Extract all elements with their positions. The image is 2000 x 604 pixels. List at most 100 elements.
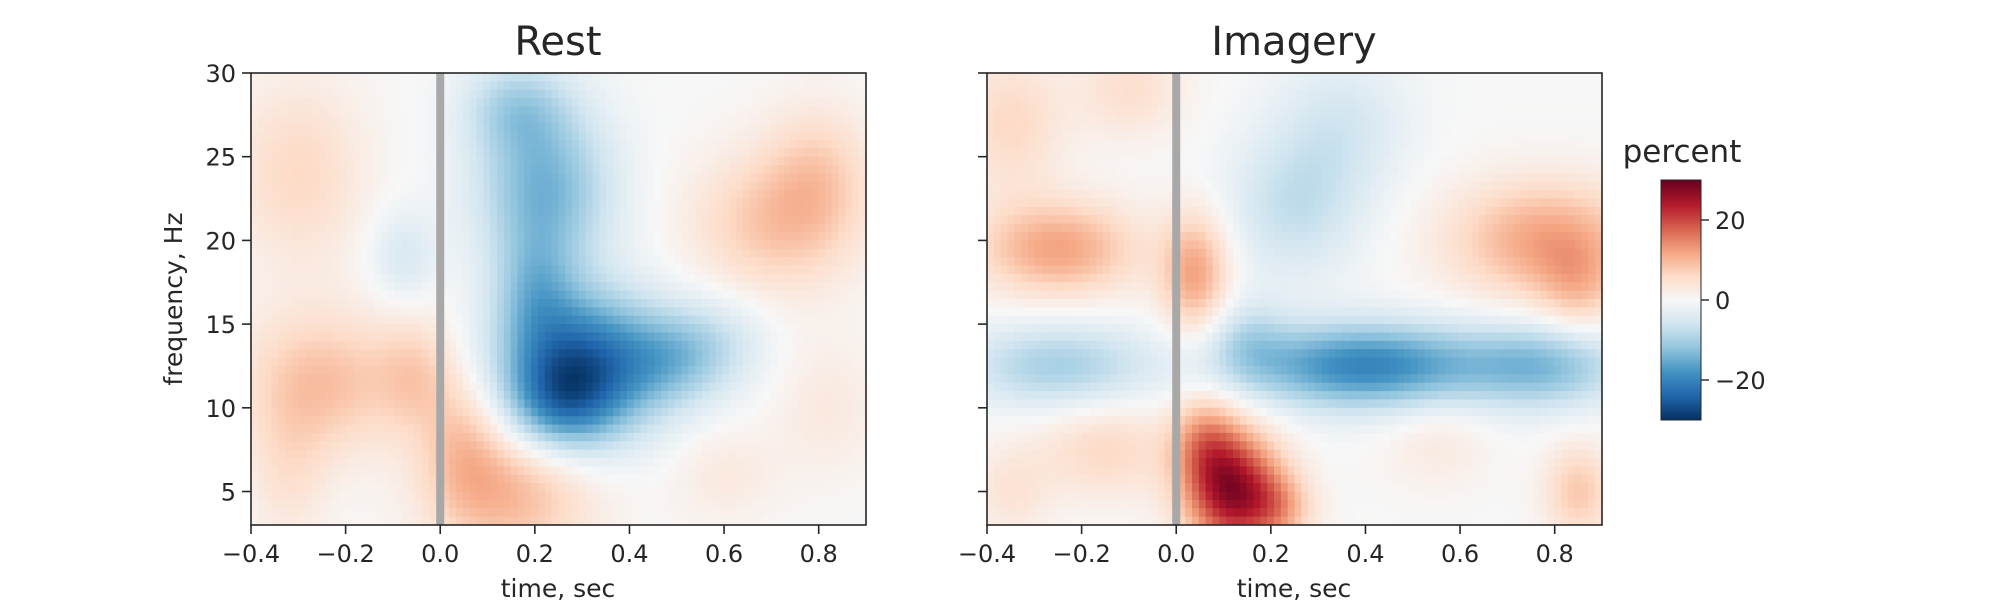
heatmap-cell	[572, 199, 579, 208]
heatmap-cell	[251, 316, 258, 325]
heatmap-cell	[716, 391, 723, 400]
heatmap-cell	[449, 215, 456, 224]
heatmap-cell	[477, 123, 484, 132]
heatmap-cell	[777, 291, 784, 300]
heatmap-cell	[784, 492, 791, 501]
heatmap-cell	[299, 132, 306, 141]
heatmap-cell	[292, 240, 299, 249]
heatmap-cell	[743, 81, 750, 90]
heatmap-cell	[408, 399, 415, 408]
heatmap-cell	[634, 391, 641, 400]
heatmap-cell	[600, 90, 607, 99]
heatmap-cell	[511, 232, 518, 241]
heatmap-cell	[627, 249, 634, 258]
heatmap-cell	[825, 165, 832, 174]
heatmap-cell	[682, 291, 689, 300]
heatmap-cell	[606, 399, 613, 408]
heatmap-cell	[504, 266, 511, 275]
heatmap-cell	[483, 508, 490, 517]
heatmap-cell	[675, 349, 682, 358]
heatmap-cell	[340, 399, 347, 408]
heatmap-cell	[518, 132, 525, 141]
heatmap-cell	[401, 282, 408, 291]
heatmap-cell	[531, 165, 538, 174]
heatmap-cell	[620, 274, 627, 283]
heatmap-cell	[852, 123, 859, 132]
heatmap-cell	[367, 466, 374, 475]
heatmap-cell	[832, 316, 839, 325]
heatmap-cell	[415, 307, 422, 316]
heatmap-cell	[333, 425, 340, 434]
heatmap-cell	[832, 215, 839, 224]
heatmap-cell	[784, 383, 791, 392]
heatmap-cell	[770, 374, 777, 383]
heatmap-cell	[682, 492, 689, 501]
heatmap-cell	[743, 157, 750, 166]
heatmap-cell	[593, 199, 600, 208]
heatmap-cell	[647, 450, 654, 459]
heatmap-cell	[1534, 73, 1541, 82]
heatmap-cell	[456, 90, 463, 99]
heatmap-cell	[347, 157, 354, 166]
heatmap-cell	[483, 441, 490, 450]
heatmap-cell	[702, 508, 709, 517]
heatmap-cell	[497, 508, 504, 517]
heatmap-cell	[360, 115, 367, 124]
heatmap-cell	[497, 199, 504, 208]
heatmap-cell	[586, 123, 593, 132]
heatmap-cell	[374, 349, 381, 358]
heatmap-cell	[422, 450, 429, 459]
heatmap-cell	[265, 266, 272, 275]
heatmap-cell	[538, 316, 545, 325]
heatmap-cell	[723, 332, 730, 341]
heatmap-cell	[401, 257, 408, 266]
heatmap-cell	[600, 475, 607, 484]
heatmap-cell	[518, 182, 525, 191]
heatmap-cell	[647, 483, 654, 492]
heatmap-cell	[258, 249, 265, 258]
heatmap-cell	[579, 106, 586, 115]
heatmap-cell	[388, 299, 395, 308]
heatmap-cell	[299, 115, 306, 124]
heatmap-cell	[647, 98, 654, 107]
heatmap-cell	[360, 399, 367, 408]
heatmap-cell	[579, 324, 586, 333]
heatmap-cell	[265, 140, 272, 149]
heatmap-cell	[449, 408, 456, 417]
heatmap-cell	[258, 282, 265, 291]
heatmap-cell	[470, 349, 477, 358]
heatmap-cell	[429, 282, 436, 291]
heatmap-cell	[620, 433, 627, 442]
heatmap-cell	[545, 416, 552, 425]
heatmap-cell	[634, 115, 641, 124]
heatmap-cell	[313, 492, 320, 501]
heatmap-cell	[723, 215, 730, 224]
heatmap-cell	[306, 299, 313, 308]
heatmap-cell	[647, 332, 654, 341]
heatmap-cell	[647, 140, 654, 149]
heatmap-cell	[333, 341, 340, 350]
heatmap-cell	[757, 399, 764, 408]
heatmap-cell	[654, 316, 661, 325]
heatmap-cell	[818, 358, 825, 367]
heatmap-cell	[811, 182, 818, 191]
heatmap-cell	[552, 358, 559, 367]
heatmap-cell	[347, 274, 354, 283]
heatmap-cell	[278, 266, 285, 275]
heatmap-cell	[538, 349, 545, 358]
heatmap-cell	[326, 383, 333, 392]
heatmap-cell	[832, 98, 839, 107]
heatmap-cell	[743, 132, 750, 141]
heatmap-cell	[647, 207, 654, 216]
heatmap-cell	[586, 492, 593, 501]
heatmap-cell	[497, 358, 504, 367]
heatmap-cell	[360, 232, 367, 241]
heatmap-cell	[299, 282, 306, 291]
heatmap-cell	[620, 425, 627, 434]
heatmap-cell	[825, 299, 832, 308]
heatmap-cell	[422, 157, 429, 166]
heatmap-cell	[572, 500, 579, 509]
heatmap-cell	[695, 374, 702, 383]
heatmap-cell	[688, 90, 695, 99]
heatmap-cell	[408, 98, 415, 107]
